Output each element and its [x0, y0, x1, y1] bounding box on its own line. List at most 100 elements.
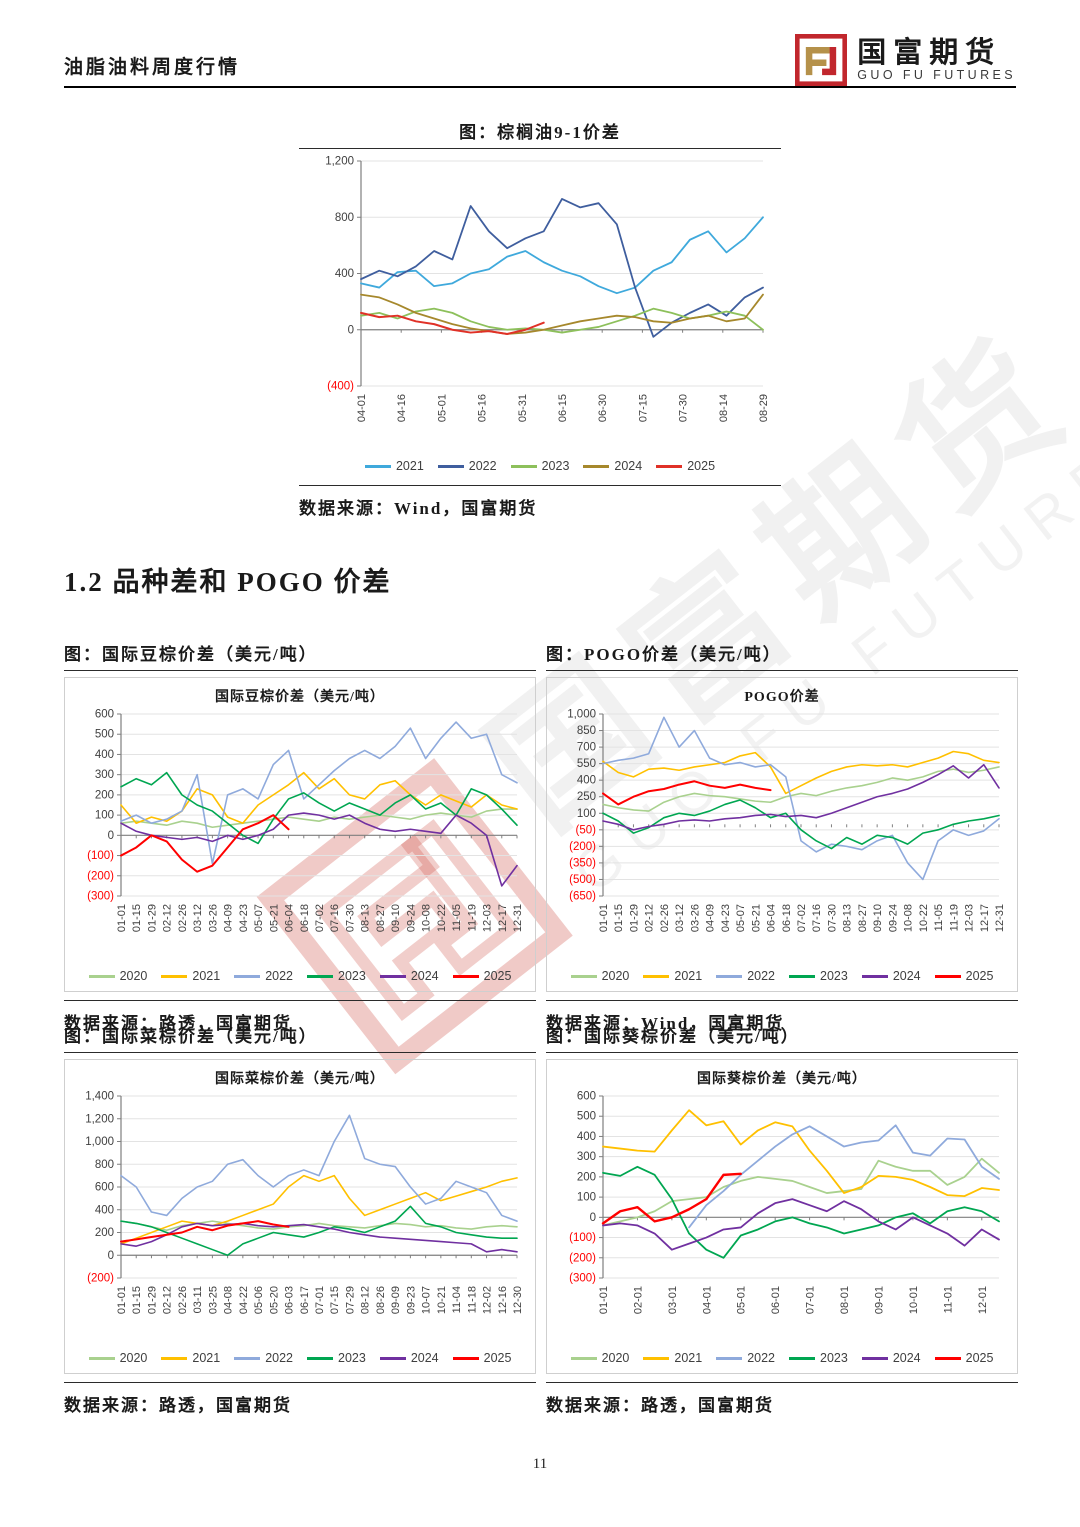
- x-tick-label: 05-01: [736, 1286, 748, 1314]
- y-tick-label: 700: [577, 742, 596, 754]
- series-2024-line: [602, 763, 1000, 831]
- chart-canvas: 600 500 400 300 200 100 0 (100) (200) (300)01-01 0…: [569, 1091, 1000, 1314]
- legend-item-2020: 2020: [570, 1351, 629, 1365]
- x-tick-label: 08-26: [375, 1286, 387, 1314]
- x-tick-label: 11-05: [933, 904, 945, 931]
- y-tick-label: (200): [87, 870, 114, 882]
- chart-title: 图：POGO价差（美元/吨）: [546, 640, 1018, 671]
- pogo-spread-chart: POGO价差 1,000 850 700 550 400 250 100 (50) (200) (3…: [546, 677, 1018, 992]
- legend-item-2023: 2023: [789, 1351, 848, 1365]
- chart-title: 图：国际豆棕价差（美元/吨）: [64, 640, 536, 671]
- chart-title: 图：国际葵棕价差（美元/吨）: [546, 1022, 1018, 1053]
- legend-label: 2023: [820, 1351, 848, 1365]
- x-tick-label: 07-30: [678, 394, 690, 422]
- series-2022-line: [602, 716, 1000, 881]
- company-name-en: GUO FU FUTURES: [857, 68, 1016, 83]
- x-tick-label: 05-31: [517, 394, 529, 422]
- y-tick-label: 500: [95, 729, 114, 741]
- legend-swatch: [234, 974, 261, 978]
- series-2021-line: [120, 1174, 518, 1245]
- series-2023-line: [120, 771, 518, 845]
- y-tick-label: 600: [95, 709, 114, 721]
- y-tick-label: (100): [87, 850, 114, 862]
- x-tick-label: 07-02: [314, 904, 326, 932]
- chart-block-palm-9-1-spread: 图：棕榈油9-1价差 1,200 800 400 0 (400) 04-01 04-16 05…: [299, 118, 781, 519]
- x-tick-label: 07-29: [344, 1286, 356, 1314]
- x-tick-label: 03-12: [192, 904, 204, 932]
- y-tick-label: 200: [95, 1227, 114, 1239]
- x-tick-label: 12-01: [977, 1286, 989, 1314]
- legend-swatch: [716, 1356, 743, 1360]
- legend-label: 2021: [192, 1351, 221, 1365]
- legend-swatch: [789, 974, 815, 978]
- chart-title: 图：棕榈油9-1价差: [299, 118, 781, 149]
- x-tick-label: 12-17: [979, 904, 991, 932]
- series-2024-line: [602, 1198, 1000, 1251]
- legend-swatch: [643, 1356, 670, 1360]
- series-2020-line: [602, 766, 1000, 812]
- legend-swatch: [570, 1356, 597, 1360]
- series-2025-line: [601, 1172, 742, 1225]
- legend-label: 2022: [747, 969, 775, 983]
- x-tick-label: 06-17: [299, 1286, 311, 1314]
- legend-item-2022: 2022: [437, 459, 497, 473]
- chart-legend: 2020 2021 2022 2023 2024 2025: [67, 965, 533, 987]
- legend-item-2020: 2020: [88, 1351, 147, 1365]
- x-tick-label: 10-08: [903, 904, 915, 932]
- x-tick-label: 03-11: [192, 1286, 204, 1313]
- x-tick-label: 04-16: [396, 394, 408, 422]
- soy-palm-spread-chart: 国际豆棕价差（美元/吨） 600 500 400 300 200 100 0 (100) (200…: [64, 677, 536, 992]
- x-tick-label: 06-03: [284, 1286, 296, 1314]
- x-tick-label: 09-10: [872, 904, 884, 932]
- x-tick-label: 07-15: [637, 394, 649, 422]
- legend-label: 2021: [192, 969, 221, 983]
- legend-item-2021: 2021: [643, 1351, 702, 1365]
- legend-swatch: [934, 1356, 961, 1360]
- x-tick-label: 01-01: [116, 904, 128, 932]
- x-tick-label: 02-26: [659, 904, 671, 932]
- legend-item-2020: 2020: [88, 969, 147, 983]
- section-heading: 1.2 品种差和 POGO 价差: [64, 567, 392, 597]
- legend-swatch: [656, 464, 683, 468]
- rapeseed-palm-spread-chart: 国际菜棕价差（美元/吨） 1,400 1,200 1,000 800 600 400 200 0…: [64, 1059, 536, 1374]
- chart-title: 图：国际菜棕价差（美元/吨）: [64, 1022, 536, 1053]
- x-tick-label: 02-26: [177, 904, 189, 932]
- x-tick-label: 12-02: [482, 1286, 494, 1314]
- y-tick-label: 300: [95, 769, 114, 781]
- x-tick-label: 09-24: [887, 904, 899, 932]
- x-tick-label: 08-01: [839, 1286, 851, 1314]
- data-source: 数据来源：Wind，国富期货: [546, 1000, 1018, 1034]
- x-tick-label: 08-29: [758, 394, 770, 422]
- legend-label: 2024: [410, 969, 439, 983]
- legend-swatch: [307, 974, 333, 978]
- legend-item-2024: 2024: [583, 459, 642, 473]
- y-tick-label: (650): [569, 891, 596, 903]
- y-tick-label: 1,200: [85, 1113, 114, 1125]
- legend-item-2021: 2021: [364, 459, 424, 473]
- company-name-cn: 国富期货: [857, 36, 1002, 69]
- x-tick-label: 05-07: [253, 904, 265, 932]
- chart-inner-title: POGO价差: [744, 690, 820, 705]
- y-tick-label: 1,400: [85, 1091, 114, 1103]
- legend-swatch: [437, 464, 464, 468]
- y-tick-label: 1,000: [85, 1136, 114, 1148]
- y-tick-label: 0: [590, 1212, 596, 1224]
- x-tick-label: 08-13: [842, 904, 854, 932]
- y-tick-label: 100: [577, 1192, 596, 1204]
- y-tick-label: 400: [577, 775, 596, 787]
- chart-inner-title: 国际菜棕价差（美元/吨）: [215, 1072, 385, 1087]
- legend-item-2024: 2024: [379, 969, 439, 983]
- legend-item-2024: 2024: [861, 1351, 921, 1365]
- y-tick-label: (300): [87, 891, 114, 903]
- chart-block-pogo-spread: 图：POGO价差（美元/吨） POGO价差 1,000 850 700 550 400 25…: [546, 640, 1018, 1034]
- series-2021-line: [120, 771, 518, 824]
- x-tick-label: 07-15: [329, 1286, 341, 1314]
- x-tick-label: 10-08: [421, 904, 433, 932]
- x-tick-label: 02-01: [632, 1286, 644, 1314]
- x-tick-label: 01-15: [131, 1286, 143, 1314]
- x-tick-label: 05-20: [268, 1286, 280, 1314]
- x-tick-label: 04-01: [356, 394, 368, 422]
- company-logo: 国富期货 GUO FU FUTURES: [795, 34, 1016, 86]
- x-tick-label: 11-01: [942, 1286, 954, 1313]
- legend-item-2025: 2025: [656, 459, 715, 473]
